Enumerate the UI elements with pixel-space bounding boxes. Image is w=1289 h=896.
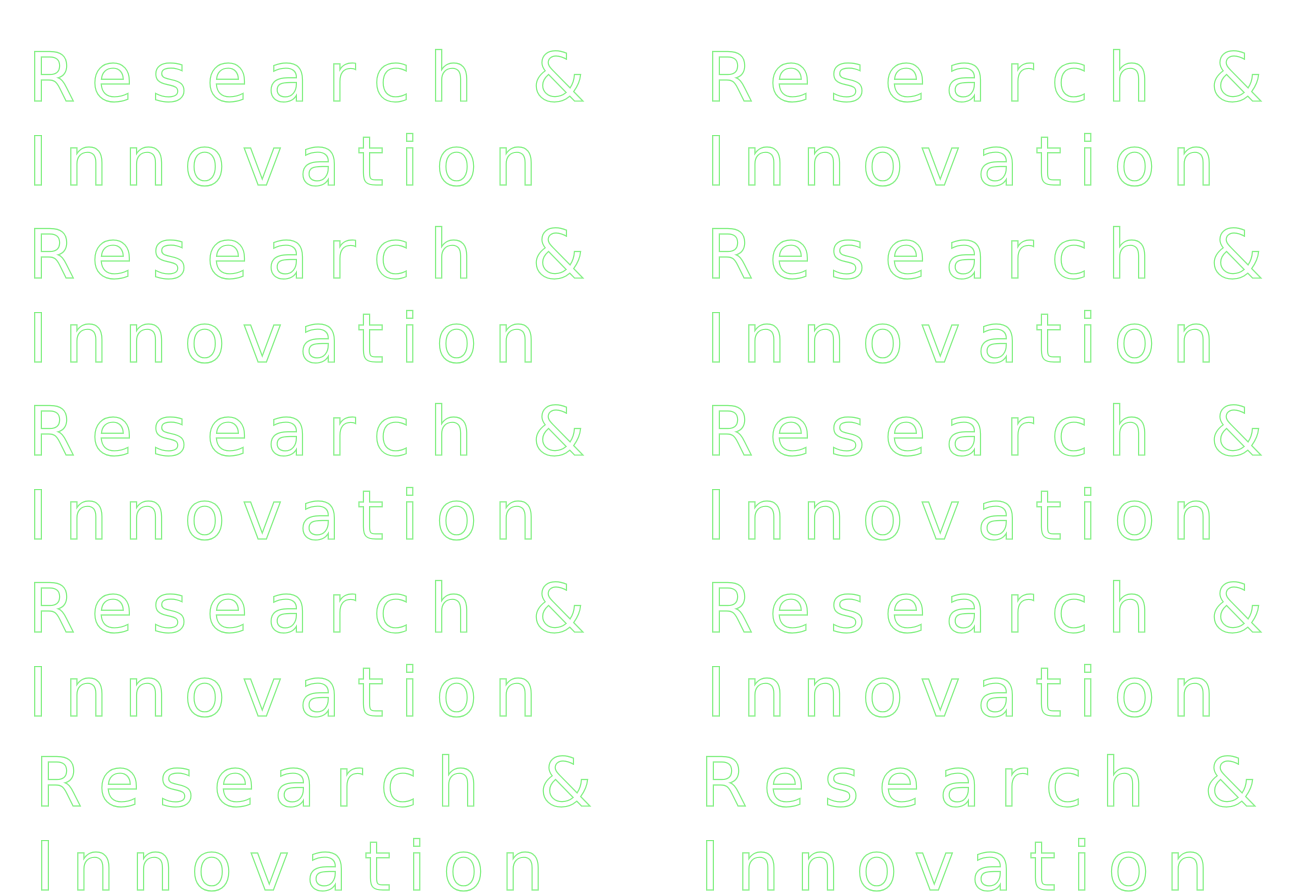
headline-line-2: Innovation (28, 300, 537, 379)
headline-line-2: Innovation (700, 828, 1209, 896)
headline-line-1: Research & (28, 393, 585, 472)
headline-line-1: Research & (706, 393, 1263, 472)
headline-line-1: Research & (35, 744, 592, 823)
headline-line-1: Research & (700, 744, 1257, 823)
headline-line-1: Research & (28, 39, 585, 118)
headline-line-2: Innovation (28, 477, 537, 556)
headline-line-1: Research & (28, 570, 585, 649)
headline-line-2: Innovation (706, 300, 1215, 379)
headline-line-1: Research & (28, 216, 585, 295)
headline-line-2: Innovation (28, 654, 537, 733)
headline-line-1: Research & (706, 570, 1263, 649)
headline-line-2: Innovation (706, 654, 1215, 733)
headline-line-2: Innovation (706, 477, 1215, 556)
headline-line-2: Innovation (35, 828, 544, 896)
headline-line-1: Research & (706, 39, 1263, 118)
headline-line-2: Innovation (706, 123, 1215, 202)
headline-line-1: Research & (706, 216, 1263, 295)
headline-line-2: Innovation (28, 123, 537, 202)
